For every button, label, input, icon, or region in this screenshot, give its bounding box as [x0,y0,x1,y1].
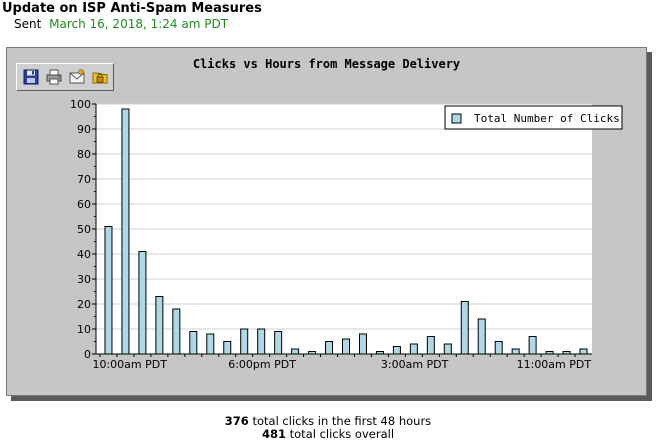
bar [121,108,130,355]
bars [104,108,588,355]
y-tick-label: 0 [84,348,91,361]
overall-text: total clicks overall [285,427,395,441]
x-tick-label: 3:00am PDT [381,358,449,371]
x-tick-label: 10:00am PDT [92,358,167,371]
bar [342,338,350,355]
sent-label: Sent [14,17,42,31]
y-tick-label: 80 [77,148,91,161]
message-header: Update on ISP Anti-Spam Measures Sent Ma… [2,0,262,32]
chart-toolbar [16,63,114,91]
bar [494,341,503,355]
message-title: Update on ISP Anti-Spam Measures [2,1,262,16]
bar [358,333,367,355]
bar [274,331,283,355]
bar [240,328,249,355]
legend-swatch [451,113,462,124]
bar [325,341,334,355]
envelope-icon[interactable] [68,68,86,86]
legend-box [444,105,623,130]
y-tick-label: 50 [77,223,91,236]
summary-overall: 481 total clicks overall [0,428,656,441]
bar [291,348,300,355]
sent-date: March 16, 2018, 1:24 am PDT [49,17,229,31]
y-tick-label: 100 [70,98,91,111]
bar [528,336,537,355]
bar [443,343,452,355]
axes: 0 10 20 30 40 50 60 70 80 90 100 10:00am PDT 6:00pm … [70,98,592,371]
y-tick-label: 40 [77,248,91,261]
bar [409,343,418,355]
legend-label: Total Number of Clicks [474,112,620,125]
y-tick-label: 70 [77,173,91,186]
bar [257,328,266,355]
x-tick-label: 11:00am PDT [517,358,592,371]
bar [172,308,181,355]
bar [138,251,147,355]
y-tick-label: 90 [77,123,91,136]
sent-line: Sent March 16, 2018, 1:24 am PDT [14,17,262,32]
bar [104,226,113,355]
y-tick-label: 60 [77,198,91,211]
floppy-disk-icon[interactable] [22,68,40,86]
folder-lock-icon[interactable] [91,68,109,86]
click-summary: 376 total clicks in the first 48 hours 4… [0,415,656,441]
bar [155,296,164,355]
bar [579,348,588,355]
printer-icon[interactable] [45,68,63,86]
bar [189,331,198,355]
first-48-text: total clicks in the first 48 hours [248,414,432,428]
bar [460,301,469,355]
bar [206,333,215,355]
x-tick-label: 6:00pm PDT [228,358,296,371]
bar [511,348,520,355]
first-48-count: 376 [224,414,249,428]
bar [223,341,232,355]
grid-lines [96,103,592,330]
y-tick-label: 10 [77,323,91,336]
bar [392,346,401,355]
summary-first-48: 376 total clicks in the first 48 hours [0,415,656,428]
legend: Total Number of Clicks [444,105,623,130]
bar [477,318,486,355]
overall-count: 481 [261,427,286,441]
chart-title: Clicks vs Hours from Message Delivery [192,57,461,71]
bar [426,336,435,355]
y-tick-label: 30 [77,273,91,286]
y-tick-label: 20 [77,298,91,311]
